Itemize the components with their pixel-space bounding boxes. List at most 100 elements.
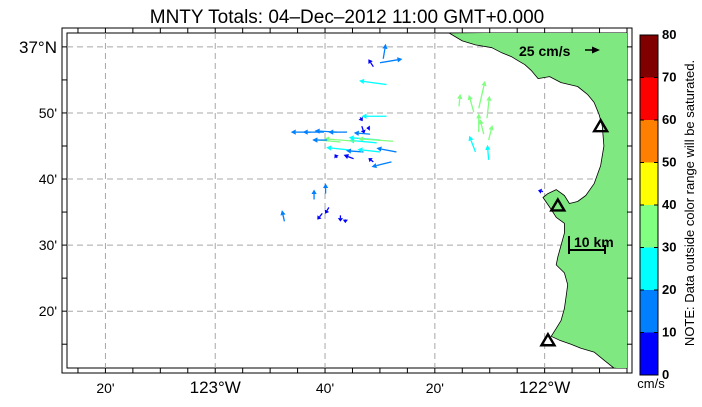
vector-head bbox=[366, 125, 370, 131]
y-tick-labels: 37°N 50' 40' 30' 20' bbox=[19, 38, 57, 319]
x-tick-labels: 20' 123°W 40' 20' 122°W bbox=[96, 378, 570, 397]
current-vector bbox=[337, 215, 344, 222]
vector-shaft bbox=[458, 98, 461, 107]
colorbar-tick-label: 40 bbox=[662, 197, 676, 212]
current-vector bbox=[343, 154, 354, 160]
vector-head bbox=[290, 129, 296, 135]
vector-head bbox=[486, 95, 492, 101]
vector-head bbox=[368, 59, 373, 65]
vector-shaft bbox=[359, 117, 362, 119]
vector-shaft bbox=[363, 138, 394, 142]
current-vector bbox=[317, 212, 323, 220]
chart-title: MNTY Totals: 04–Dec–2012 11:00 GMT+0.000 bbox=[150, 7, 544, 28]
y-tick-label: 37°N bbox=[19, 38, 57, 57]
current-vector bbox=[358, 116, 363, 122]
vector-head bbox=[311, 189, 317, 195]
vector-shaft bbox=[319, 130, 338, 133]
vector-head bbox=[478, 119, 484, 125]
vector-head bbox=[317, 215, 322, 220]
scale-arrow-legend: 25 cm/s bbox=[519, 43, 600, 59]
x-tick-label: 123°W bbox=[190, 378, 241, 397]
vector-head bbox=[468, 135, 474, 142]
vector-shaft bbox=[328, 138, 356, 142]
colorbar-unit: cm/s bbox=[637, 376, 665, 391]
vector-head bbox=[397, 57, 403, 63]
scale-arrowhead-icon bbox=[592, 46, 600, 54]
vector-head bbox=[324, 209, 330, 214]
vector-shaft bbox=[370, 62, 374, 68]
scale-bar-label: 10 km bbox=[574, 234, 614, 250]
current-vector bbox=[324, 207, 330, 214]
grid-lines bbox=[67, 33, 627, 368]
frame-ticks bbox=[62, 28, 632, 373]
vector-shaft bbox=[478, 85, 485, 109]
site-triangle-icon bbox=[592, 117, 610, 133]
vector-shaft bbox=[470, 140, 477, 153]
colorbar-bin bbox=[640, 205, 658, 248]
vector-head bbox=[342, 219, 348, 224]
colorbar-tick-label: 10 bbox=[662, 325, 676, 340]
colorbar-tick-label: 70 bbox=[662, 70, 676, 85]
y-tick-label: 40' bbox=[39, 171, 57, 187]
vector-head bbox=[538, 188, 543, 194]
vector-head bbox=[337, 218, 344, 222]
vector-head bbox=[481, 80, 487, 87]
colorbar-bin bbox=[640, 290, 658, 333]
vector-head bbox=[345, 148, 352, 154]
colorbar-bin bbox=[640, 332, 658, 375]
vector-shaft bbox=[336, 156, 338, 159]
radar-sites bbox=[539, 117, 610, 347]
vector-head bbox=[485, 144, 491, 151]
vector-head bbox=[353, 130, 359, 136]
current-vector bbox=[376, 146, 397, 153]
x-tick-label: 122°W bbox=[519, 378, 570, 397]
current-vector bbox=[280, 210, 286, 222]
current-vector bbox=[366, 125, 371, 131]
current-vector bbox=[478, 119, 485, 135]
vector-head bbox=[359, 78, 365, 85]
vector-shaft bbox=[361, 125, 364, 131]
vector-head bbox=[358, 116, 363, 122]
colorbar-tick-label: 80 bbox=[662, 27, 676, 42]
current-vector bbox=[357, 147, 381, 153]
site-triangle-icon bbox=[539, 331, 557, 347]
current-vector bbox=[311, 189, 317, 200]
current-vector bbox=[538, 188, 544, 194]
colorbar-tick-label: 20 bbox=[662, 282, 676, 297]
vector-shaft bbox=[488, 129, 492, 141]
current-vector bbox=[486, 95, 492, 119]
current-vector bbox=[382, 43, 388, 59]
vector-head bbox=[343, 154, 350, 160]
current-vector bbox=[359, 78, 387, 86]
vector-head bbox=[361, 113, 367, 119]
colorbar-bin bbox=[640, 77, 658, 120]
current-vector bbox=[290, 129, 311, 135]
current-vector bbox=[371, 161, 392, 169]
vector-head bbox=[371, 163, 377, 169]
vector-shaft bbox=[326, 207, 330, 212]
current-vector bbox=[358, 136, 394, 142]
x-tick-label: 20' bbox=[426, 380, 444, 396]
vector-head bbox=[368, 158, 373, 163]
y-tick-label: 50' bbox=[39, 105, 57, 121]
vector-head bbox=[334, 154, 339, 159]
current-vector bbox=[457, 93, 463, 107]
current-vector bbox=[379, 57, 403, 64]
vector-shaft bbox=[469, 99, 475, 113]
x-tick-label: 20' bbox=[96, 380, 114, 396]
current-vector bbox=[468, 135, 477, 153]
vector-head bbox=[360, 129, 366, 134]
current-vector bbox=[342, 219, 348, 224]
colorbar-bin bbox=[640, 35, 658, 78]
current-vector bbox=[478, 80, 487, 109]
current-vector bbox=[353, 130, 371, 136]
vector-shaft bbox=[370, 159, 374, 163]
vector-shaft bbox=[379, 59, 398, 64]
vector-shaft bbox=[486, 100, 490, 119]
vector-shaft bbox=[382, 48, 386, 59]
current-vector bbox=[368, 59, 374, 68]
land-layer bbox=[448, 33, 627, 368]
current-vector bbox=[488, 125, 494, 141]
colorbar-tick-label: 30 bbox=[662, 240, 676, 255]
